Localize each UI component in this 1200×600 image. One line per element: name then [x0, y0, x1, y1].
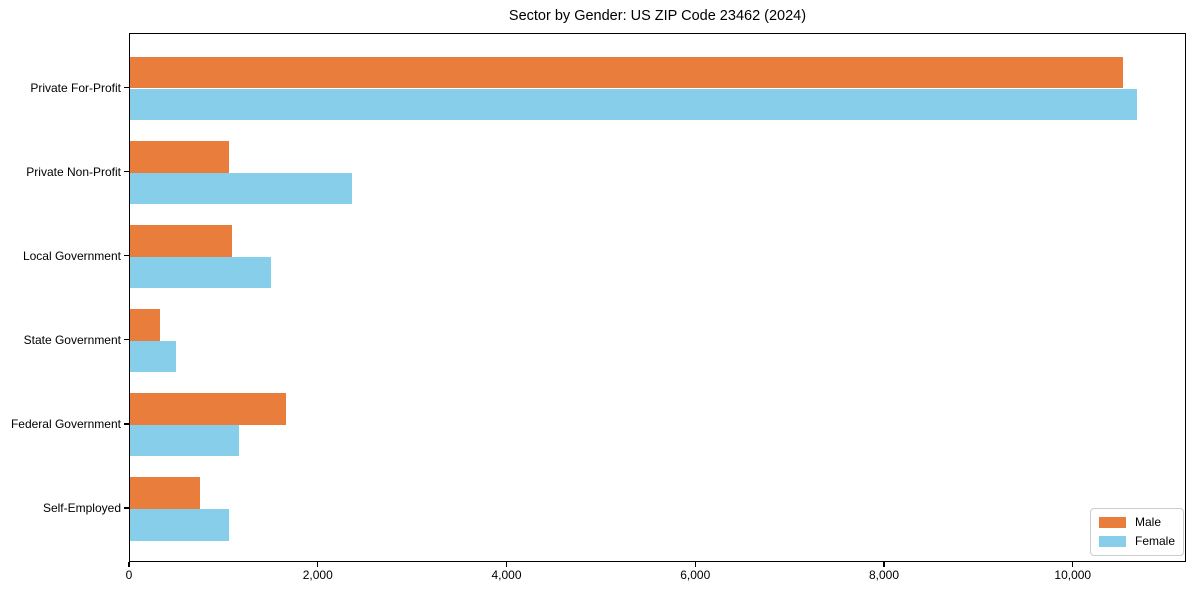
- y-tick-mark: [124, 507, 129, 509]
- bar-female-local-government: [130, 256, 271, 289]
- bar-male-federal-government: [130, 393, 286, 425]
- bar-male-local-government: [130, 225, 232, 257]
- bar-female-self-employed: [130, 509, 230, 541]
- legend-swatch-male: [1099, 517, 1126, 528]
- legend-item-male: Male: [1099, 515, 1175, 530]
- y-tick-mark: [124, 86, 129, 89]
- x-tick-mark: [883, 562, 885, 567]
- x-tick-label-8000: 8,000: [868, 568, 900, 582]
- x-tick-label-10000: 10,000: [1054, 568, 1092, 582]
- bar-female-federal-government: [130, 424, 239, 457]
- bar-female-state-government: [130, 340, 177, 373]
- legend-item-female: Female: [1099, 534, 1175, 549]
- legend-label-female: Female: [1135, 534, 1176, 548]
- legend-label-male: Male: [1135, 515, 1162, 529]
- y-category-label-local-government: Local Government: [22, 248, 121, 263]
- x-tick-label-6000: 6,000: [680, 568, 711, 582]
- y-tick-mark: [124, 339, 129, 341]
- bar-male-state-government: [130, 309, 161, 341]
- x-tick-label-0: 0: [125, 568, 133, 582]
- x-tick-label-4000: 4,000: [491, 568, 522, 582]
- bar-male-private-non-profit: [130, 141, 230, 173]
- x-tick-mark: [694, 562, 696, 567]
- y-category-label-private-non-profit: Private Non-Profit: [26, 164, 121, 179]
- x-tick-mark: [128, 562, 130, 567]
- x-tick-mark: [317, 562, 319, 567]
- x-tick-label-2000: 2,000: [302, 568, 333, 582]
- chart-title: Sector by Gender: US ZIP Code 23462 (202…: [508, 8, 807, 24]
- y-category-label-federal-government: Federal Government: [10, 416, 121, 431]
- y-category-label-state-government: State Government: [23, 332, 121, 347]
- bar-female-private-for-profit: [130, 88, 1137, 121]
- bar-female-private-non-profit: [130, 172, 352, 205]
- y-tick-mark: [124, 423, 129, 425]
- plot-area: [129, 33, 1186, 562]
- y-tick-mark: [124, 170, 129, 173]
- x-tick-mark: [505, 562, 508, 567]
- y-category-label-self-employed: Self-Employed: [42, 501, 121, 515]
- y-tick-mark: [124, 255, 129, 257]
- bar-male-self-employed: [130, 477, 200, 509]
- x-tick-mark: [1072, 562, 1074, 567]
- legend-swatch-female: [1099, 536, 1126, 547]
- legend: Male Female: [1090, 508, 1185, 556]
- bar-male-private-for-profit: [130, 56, 1123, 89]
- y-category-label-private-for-profit: Private For-Profit: [30, 80, 121, 95]
